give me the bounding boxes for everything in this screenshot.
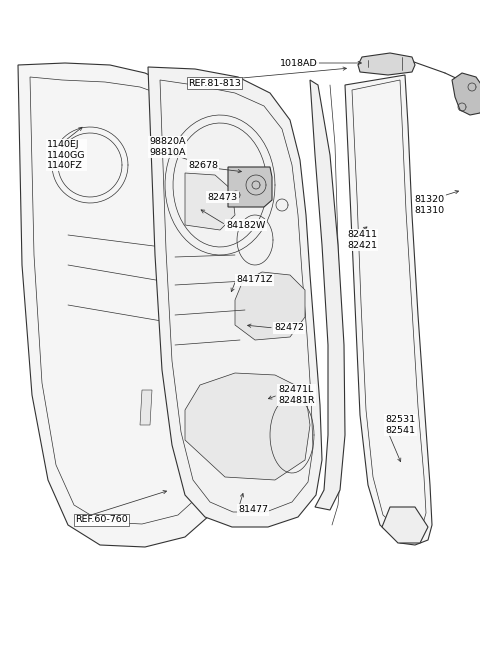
Text: REF.81-813: REF.81-813	[188, 79, 241, 88]
Text: 82472: 82472	[274, 324, 304, 333]
Text: 84182W: 84182W	[226, 221, 265, 229]
Text: 82471L
82481R: 82471L 82481R	[278, 385, 314, 405]
Text: 1018AD: 1018AD	[280, 58, 318, 67]
Text: 84171Z: 84171Z	[236, 276, 273, 284]
Text: 81477: 81477	[238, 506, 268, 514]
Text: 81320
81310: 81320 81310	[414, 195, 444, 215]
Polygon shape	[228, 167, 272, 207]
Polygon shape	[185, 373, 310, 480]
Polygon shape	[358, 53, 415, 75]
Text: 82531
82541: 82531 82541	[385, 415, 415, 435]
Polygon shape	[345, 75, 432, 545]
Polygon shape	[18, 63, 222, 547]
Text: 82473: 82473	[207, 193, 237, 202]
Text: 98820A
98810A: 98820A 98810A	[149, 138, 185, 157]
Polygon shape	[188, 185, 202, 220]
Polygon shape	[185, 173, 235, 230]
Polygon shape	[452, 73, 480, 115]
Polygon shape	[148, 67, 322, 527]
Polygon shape	[310, 80, 345, 510]
Polygon shape	[140, 390, 152, 425]
Polygon shape	[382, 507, 428, 543]
Text: 82411
82421: 82411 82421	[347, 231, 377, 250]
Polygon shape	[235, 272, 305, 340]
Text: REF.60-760: REF.60-760	[75, 515, 128, 525]
Text: 82678: 82678	[188, 160, 218, 170]
Text: 1140EJ
1140GG
1140FZ: 1140EJ 1140GG 1140FZ	[47, 140, 85, 170]
